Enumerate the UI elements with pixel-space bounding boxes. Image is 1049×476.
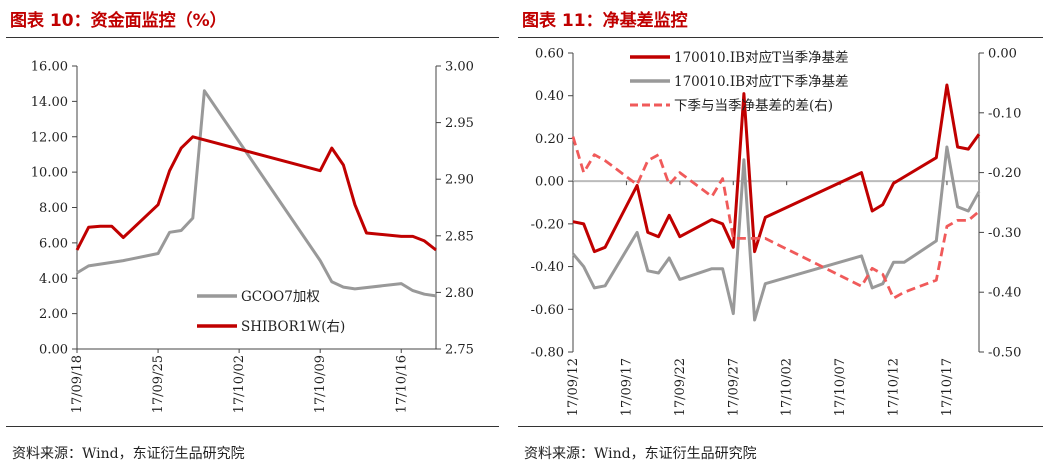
chart-basis-svg: -0.80 -0.60 -0.40 -0.20 0.00 0.20 0.40 0.60 -0.5… [531,47,1022,417]
y-tick-label-left: 2.00 [39,307,68,322]
y-tick-label-left: -0.20 [531,217,564,232]
y-tick-label-right: 2.80 [445,286,474,301]
series-line [76,89,437,298]
y-tick-label-left: 0.60 [535,47,564,62]
source-note: 资料来源：Wind，东证衍生品研究院 [524,446,757,462]
legend-label: 下季与当季净基差的差(右) [674,97,833,114]
x-tick-label: 17/10/02 [780,358,795,416]
x-tick-label: 17/10/17 [940,358,955,416]
y-tick-label-right: 0.00 [988,47,1017,62]
x-tick-label: 17/09/17 [619,358,634,416]
x-tick-label: 17/10/07 [833,358,848,416]
y-tick-label-right: 2.85 [445,229,474,244]
y-tick-label-left: -0.60 [531,303,564,318]
series-line [571,145,981,322]
source-rule [518,426,1043,427]
x-tick-label: 17/10/16 [394,355,409,413]
legend-label: 170010.IB对应T下季净基差 [674,73,849,90]
chart-panel-basis: 图表 11：净基差监控 -0.80 -0.60 -0.40 -0.20 0.00 0.20… [512,0,1049,476]
title-rule [6,37,499,38]
y-tick-label-left: 12.00 [31,130,68,145]
legend-label: GCOO7加权 [241,288,320,305]
y-tick-label-left: 0.20 [535,132,564,147]
source-note: 资料来源：Wind，东证衍生品研究院 [12,446,245,462]
chart-panel-funding: 图表 10：资金面监控（%） 0.00 2.00 4.00 6.00 8.00 10.00… [0,0,505,476]
y-tick-label-left: -0.80 [531,346,564,361]
y-tick-label-right: 3.00 [445,60,474,75]
x-tick-label: 17/09/18 [70,355,85,413]
x-tick-label: 17/10/02 [232,355,247,413]
y-tick-label-right: -0.20 [988,166,1021,181]
y-tick-label-left: 14.00 [31,95,68,110]
y-tick-label-left: 0.00 [39,343,68,358]
x-tick-label: 17/09/25 [151,355,166,413]
y-tick-label-right: 2.90 [445,173,474,188]
x-tick-label: 17/10/09 [313,355,328,413]
x-tick-label: 17/10/12 [887,358,902,416]
y-tick-label-right: -0.40 [988,286,1021,301]
y-tick-label-left: 16.00 [31,60,68,75]
y-tick-label-left: 10.00 [31,166,68,181]
x-tick-label: 17/09/22 [673,358,688,416]
x-tick-label: 17/09/12 [566,358,581,416]
series-line [75,135,437,252]
y-tick-label-right: -0.50 [988,346,1021,361]
y-tick-label-right: -0.10 [988,106,1021,121]
x-tick-label: 17/09/27 [726,358,741,416]
y-tick-label-left: 0.00 [535,175,564,190]
series-line [572,83,981,254]
title-rule [518,37,1043,38]
y-tick-label-right: -0.30 [988,226,1021,241]
y-tick-label-left: 0.40 [535,89,564,104]
series-line [571,136,980,300]
legend-label: 170010.IB对应T当季净基差 [674,49,849,66]
y-tick-label-left: -0.40 [531,260,564,275]
source-rule [6,426,499,427]
chart-funding-svg: 0.00 2.00 4.00 6.00 8.00 10.00 12.00 14.00 16.00… [31,60,474,414]
chart-title: 图表 10：资金面监控（%） [10,11,227,31]
y-tick-label-right: 2.75 [445,343,474,358]
y-tick-label-left: 6.00 [39,236,68,251]
chart-title: 图表 11：净基差监控 [522,11,688,31]
legend-label: SHIBOR1W(右) [241,319,345,335]
y-tick-label-left: 4.00 [39,272,68,287]
y-tick-label-left: 8.00 [39,201,68,216]
y-tick-label-right: 2.95 [445,116,474,131]
